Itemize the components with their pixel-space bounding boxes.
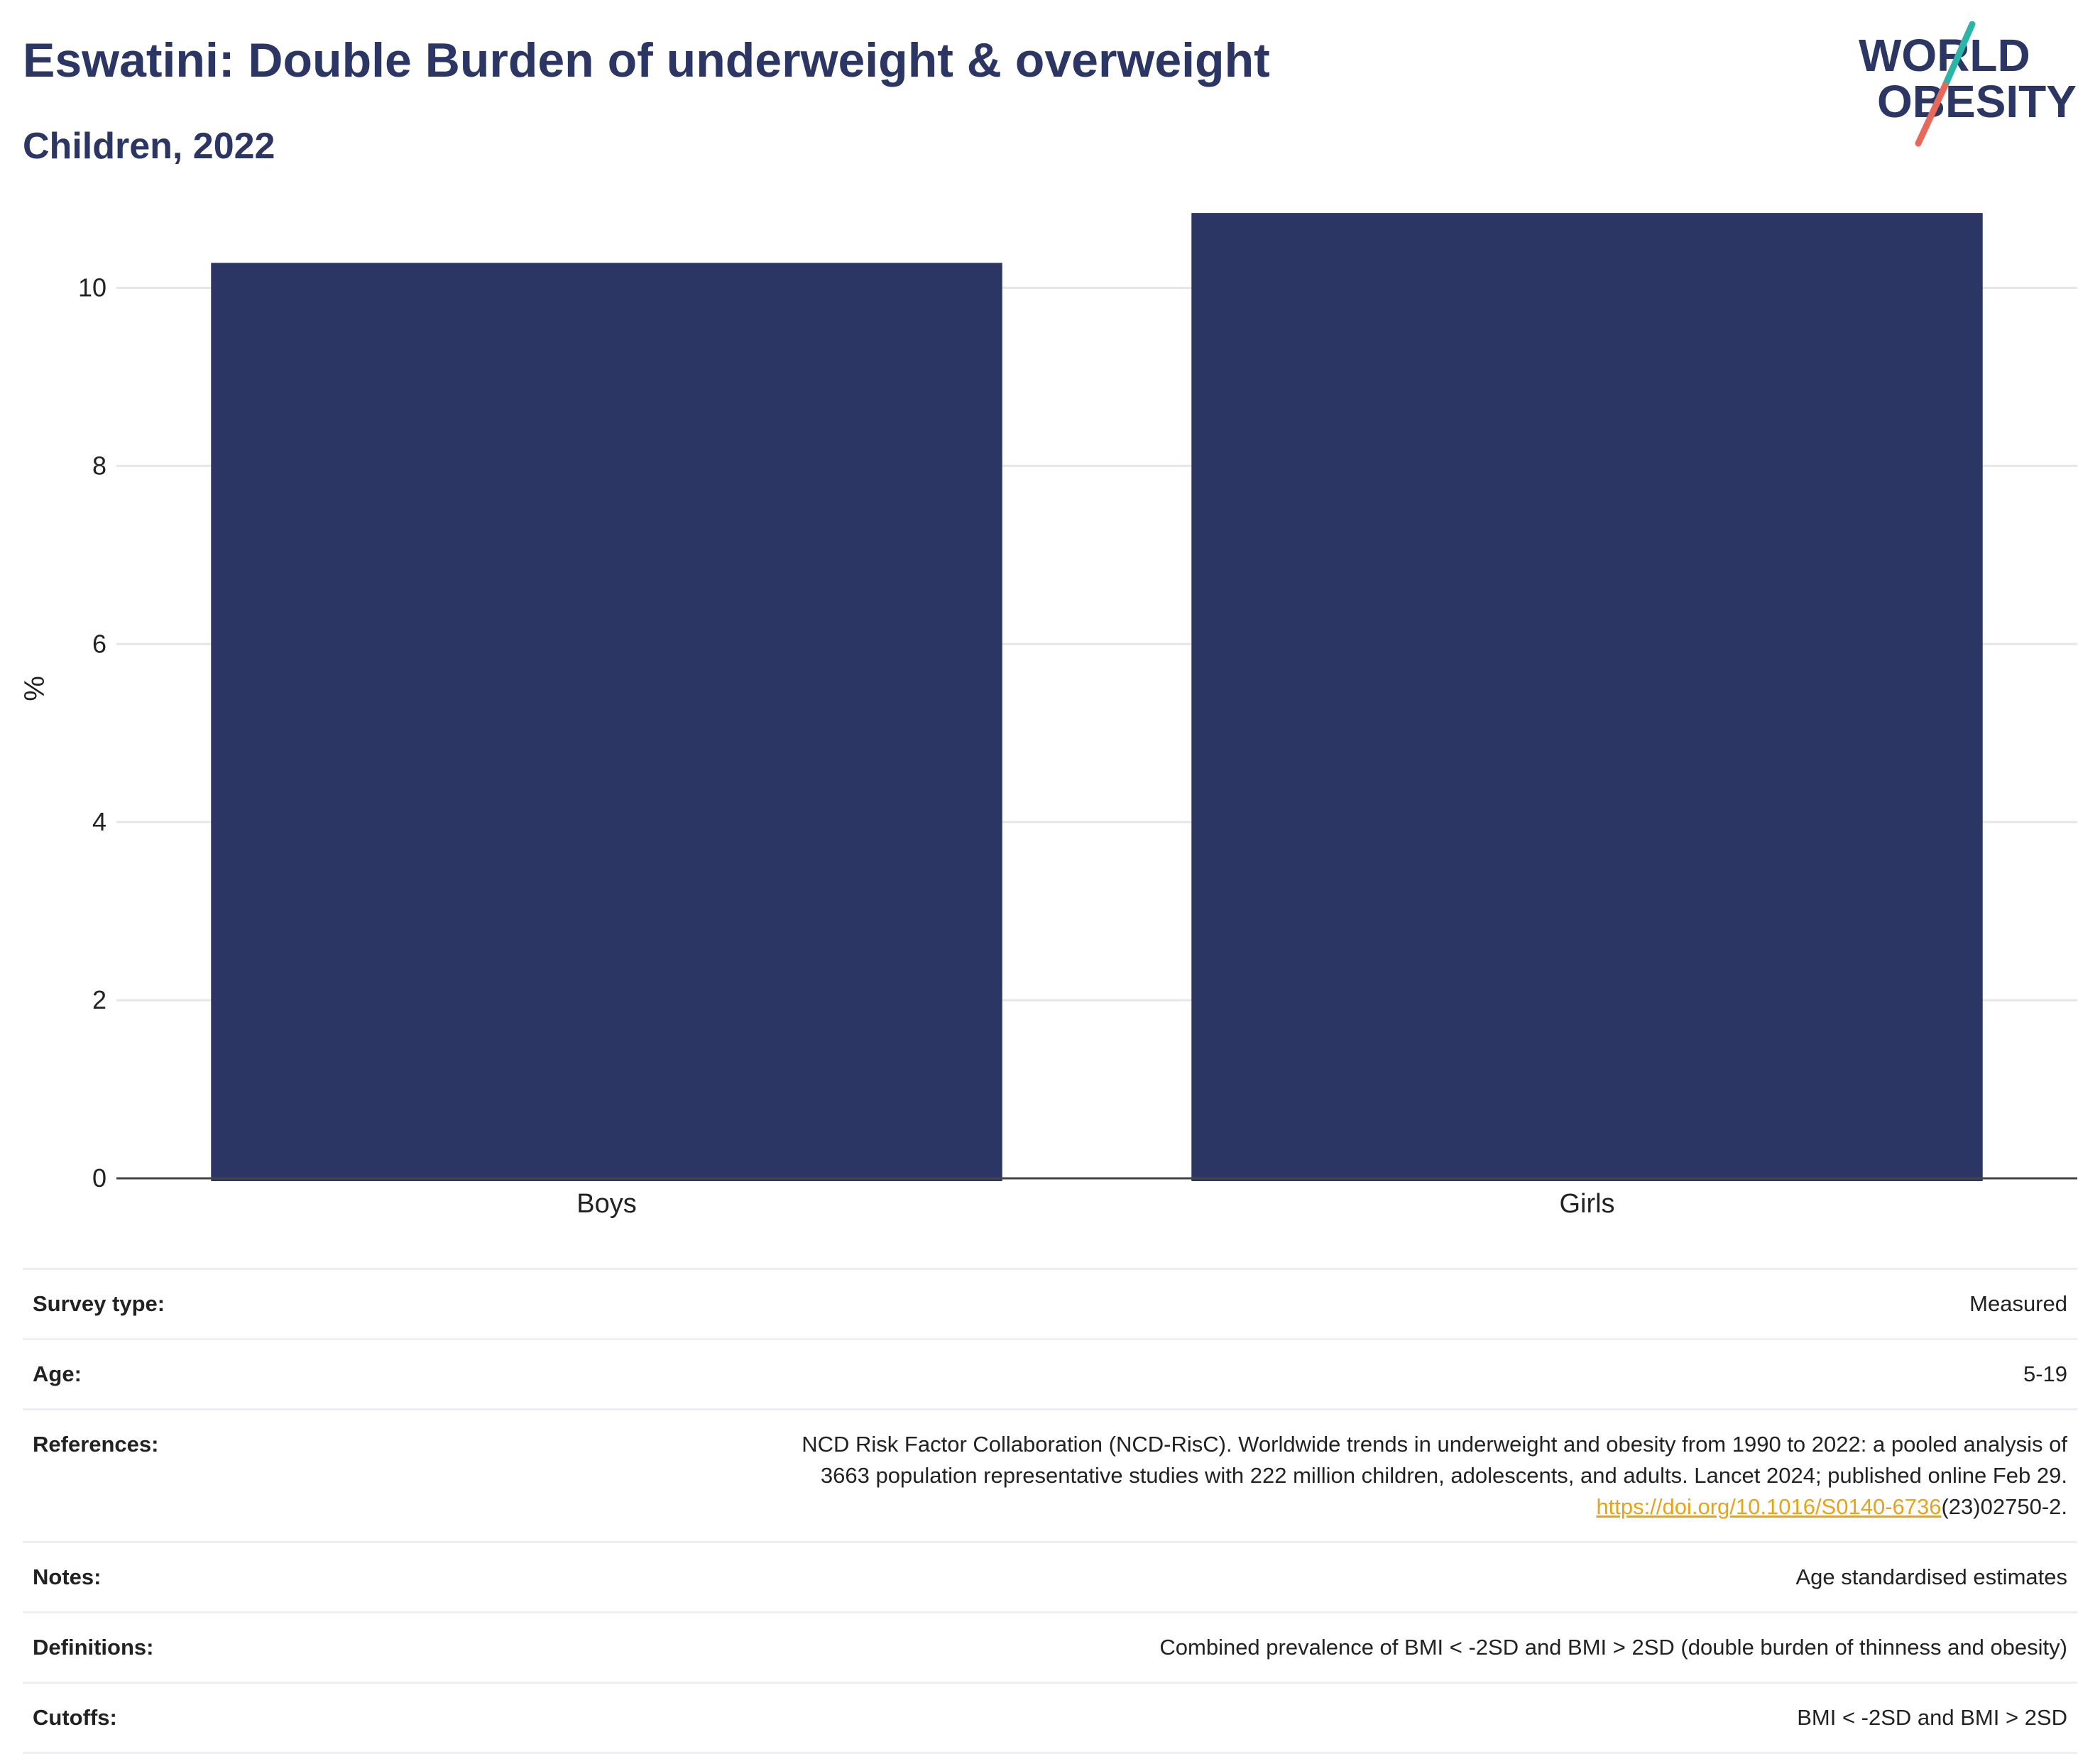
reference-line: NCD Risk Factor Collaboration (NCD-RisC)…	[802, 1432, 2067, 1457]
meta-key: Cutoffs:	[23, 1682, 341, 1754]
meta-key: Age:	[23, 1338, 341, 1410]
meta-row-cutoffs: Cutoffs: BMI < -2SD and BMI > 2SD	[23, 1682, 2077, 1754]
bar-boys	[211, 263, 1002, 1181]
y-tick-label: 6	[92, 629, 106, 658]
meta-key: References:	[23, 1408, 341, 1542]
meta-key: Definitions:	[23, 1611, 341, 1683]
metadata-table: Survey type: Measured Age: 5-19 Referenc…	[23, 1268, 2077, 1754]
meta-row-age: Age: 5-19	[23, 1338, 2077, 1410]
y-axis-label: %	[19, 676, 50, 701]
meta-value: 5-19	[341, 1338, 2077, 1410]
meta-row-references: References: NCD Risk Factor Collaboratio…	[23, 1408, 2077, 1542]
meta-key: Survey type:	[23, 1268, 341, 1339]
meta-value: Combined prevalence of BMI < -2SD and BM…	[341, 1611, 2077, 1683]
page-subtitle: Children, 2022	[23, 126, 275, 167]
x-tick-label: Boys	[576, 1189, 636, 1219]
meta-value: Measured	[341, 1268, 2077, 1339]
reference-doi: https://doi.org/10.1016/S0140-6736(23)02…	[351, 1491, 2067, 1523]
meta-value: Age standardised estimates	[341, 1541, 2077, 1613]
doi-link[interactable]: https://doi.org/10.1016/S0140-6736	[1596, 1494, 1942, 1519]
y-tick-label: 0	[92, 1163, 106, 1193]
y-tick-label: 4	[92, 807, 106, 836]
page-title: Eswatini: Double Burden of underweight &…	[23, 33, 1270, 87]
meta-row-notes: Notes: Age standardised estimates	[23, 1541, 2077, 1613]
bar-girls	[1191, 213, 1983, 1181]
reference-line: 3663 population representative studies w…	[820, 1463, 2067, 1488]
bar-chart: 0 2 4 6 8 10 Boys Girls%	[19, 213, 2077, 1219]
meta-value: BMI < -2SD and BMI > 2SD	[341, 1682, 2077, 1754]
doi-suffix: (23)02750-2.	[1941, 1494, 2067, 1519]
meta-key: Notes:	[23, 1541, 341, 1613]
logo-text-obesity: OBESITY	[1877, 76, 2077, 127]
meta-row-survey-type: Survey type: Measured	[23, 1268, 2077, 1339]
logo-slash-red-icon	[1915, 82, 1949, 147]
logo-slash-teal-icon	[1942, 21, 1976, 89]
meta-value: NCD Risk Factor Collaboration (NCD-RisC)…	[341, 1408, 2077, 1542]
logo-text-world: WORLD	[1859, 30, 2030, 81]
y-tick-label: 8	[92, 451, 106, 480]
x-tick-label: Girls	[1559, 1189, 1614, 1219]
world-obesity-logo: WORLD OBESITY	[1859, 21, 2077, 147]
y-tick-label: 2	[92, 985, 106, 1014]
y-tick-label: 10	[78, 273, 106, 302]
meta-row-definitions: Definitions: Combined prevalence of BMI …	[23, 1611, 2077, 1683]
